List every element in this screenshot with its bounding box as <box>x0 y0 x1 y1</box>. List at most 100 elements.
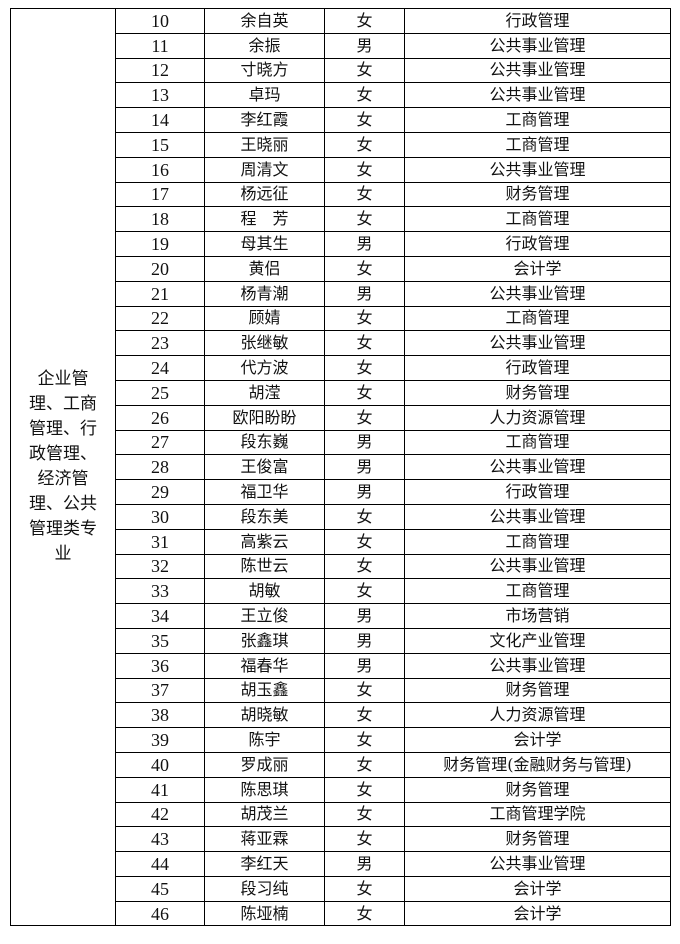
name-cell: 罗成丽 <box>204 751 325 778</box>
number-cell: 16 <box>115 156 205 183</box>
number-cell: 25 <box>115 379 205 406</box>
major-cell: 市场营销 <box>404 603 671 629</box>
name-cell: 陈垭楠 <box>204 900 325 927</box>
major-cell: 人力资源管理 <box>404 404 671 431</box>
gender-cell: 女 <box>324 57 405 84</box>
number-cell: 15 <box>115 131 205 158</box>
table-row: 40 罗成丽女财务管理(金融财务与管理) <box>11 751 671 778</box>
gender-cell: 女 <box>324 578 405 605</box>
name-cell: 胡玉鑫 <box>204 677 325 704</box>
major-group-label-line: 理、工商 <box>29 394 97 415</box>
name-cell: 蒋亚霖 <box>204 826 325 853</box>
major-cell: 工商管理 <box>404 429 671 456</box>
table-row: 26 欧阳盼盼女人力资源管理 <box>11 404 671 431</box>
major-cell: 行政管理 <box>404 8 671 34</box>
name-cell: 胡敏 <box>204 578 325 605</box>
name-cell: 代方波 <box>204 355 325 381</box>
table-row: 24 代方波女行政管理 <box>11 355 671 381</box>
table-row: 21 杨青潮男公共事业管理 <box>11 280 671 307</box>
number-cell: 42 <box>115 801 205 828</box>
major-cell: 公共事业管理 <box>404 652 671 679</box>
number-cell: 43 <box>115 826 205 853</box>
gender-cell: 男 <box>324 603 405 629</box>
number-cell: 36 <box>115 652 205 679</box>
gender-cell: 女 <box>324 801 405 828</box>
number-cell: 12 <box>115 57 205 84</box>
major-cell: 公共事业管理 <box>404 851 671 877</box>
roster-table: 企业管 理、工商 管理、行 政管理、 经济管 理、公共 管理类专业 10 余自英女行政管理 11 余… <box>10 7 671 927</box>
roster-table-body: 企业管 理、工商 管理、行 政管理、 经济管 理、公共 管理类专业 10 余自英女行政管理 11 余… <box>10 7 671 927</box>
name-cell: 顾婧 <box>204 305 325 332</box>
major-group-cell: 企业管 理、工商 管理、行 政管理、 经济管 理、公共 管理类专业 <box>10 7 116 927</box>
gender-cell: 女 <box>324 875 405 902</box>
table-row: 41 陈思琪女财务管理 <box>11 776 671 803</box>
name-cell: 杨远征 <box>204 181 325 208</box>
number-cell: 13 <box>115 82 205 109</box>
gender-cell: 男 <box>324 627 405 654</box>
name-cell: 王俊富 <box>204 454 325 481</box>
table-row: 12 寸晓方女公共事业管理 <box>11 57 671 84</box>
gender-cell: 女 <box>324 553 405 580</box>
major-group-label-line: 政管理、 <box>29 444 97 465</box>
major-cell: 财务管理 <box>404 826 671 853</box>
name-cell: 李红霞 <box>204 107 325 133</box>
major-cell: 会计学 <box>404 255 671 282</box>
gender-cell: 女 <box>324 255 405 282</box>
major-cell: 行政管理 <box>404 479 671 505</box>
major-cell: 公共事业管理 <box>404 454 671 481</box>
table-row: 39 陈宇女会计学 <box>11 727 671 753</box>
name-cell: 陈世云 <box>204 553 325 580</box>
table-row: 23 张继敏女公共事业管理 <box>11 330 671 357</box>
gender-cell: 男 <box>324 429 405 456</box>
number-cell: 28 <box>115 454 205 481</box>
table-row: 28 王俊富男公共事业管理 <box>11 454 671 481</box>
major-cell: 财务管理 <box>404 379 671 406</box>
major-cell: 行政管理 <box>404 231 671 257</box>
number-cell: 27 <box>115 429 205 456</box>
table-row: 17 杨远征女财务管理 <box>11 181 671 208</box>
table-row: 15 王晓丽女工商管理 <box>11 131 671 158</box>
name-cell: 高紫云 <box>204 528 325 555</box>
gender-cell: 女 <box>324 355 405 381</box>
gender-cell: 女 <box>324 727 405 753</box>
major-cell: 工商管理 <box>404 305 671 332</box>
name-cell: 杨青潮 <box>204 280 325 307</box>
major-group-label-line: 管理类专 <box>29 519 97 540</box>
gender-cell: 女 <box>324 503 405 530</box>
name-cell: 段东美 <box>204 503 325 530</box>
number-cell: 40 <box>115 751 205 778</box>
table-row: 44 李红天男公共事业管理 <box>11 851 671 877</box>
number-cell: 38 <box>115 702 205 729</box>
name-cell: 胡茂兰 <box>204 801 325 828</box>
table-row: 34 王立俊男市场营销 <box>11 603 671 629</box>
gender-cell: 男 <box>324 479 405 505</box>
table-row: 13 卓玛女公共事业管理 <box>11 82 671 109</box>
major-group-label-line: 管理、行 <box>29 419 97 440</box>
number-cell: 33 <box>115 578 205 605</box>
table-row: 14 李红霞女工商管理 <box>11 107 671 133</box>
name-cell: 福春华 <box>204 652 325 679</box>
name-cell: 段习纯 <box>204 875 325 902</box>
gender-cell: 男 <box>324 851 405 877</box>
gender-cell: 女 <box>324 677 405 704</box>
major-cell: 财务管理 <box>404 181 671 208</box>
table-row: 31 高紫云女工商管理 <box>11 528 671 555</box>
major-cell: 公共事业管理 <box>404 156 671 183</box>
name-cell: 胡滢 <box>204 379 325 406</box>
number-cell: 18 <box>115 206 205 233</box>
gender-cell: 女 <box>324 528 405 555</box>
number-cell: 41 <box>115 776 205 803</box>
name-cell: 福卫华 <box>204 479 325 505</box>
major-cell: 工商管理 <box>404 528 671 555</box>
major-cell: 财务管理(金融财务与管理) <box>404 751 671 778</box>
number-cell: 11 <box>115 32 205 59</box>
gender-cell: 女 <box>324 8 405 34</box>
number-cell: 39 <box>115 727 205 753</box>
major-cell: 工商管理 <box>404 206 671 233</box>
gender-cell: 女 <box>324 206 405 233</box>
major-cell: 工商管理 <box>404 578 671 605</box>
name-cell: 王立俊 <box>204 603 325 629</box>
number-cell: 34 <box>115 603 205 629</box>
gender-cell: 女 <box>324 107 405 133</box>
name-cell: 张鑫琪 <box>204 627 325 654</box>
